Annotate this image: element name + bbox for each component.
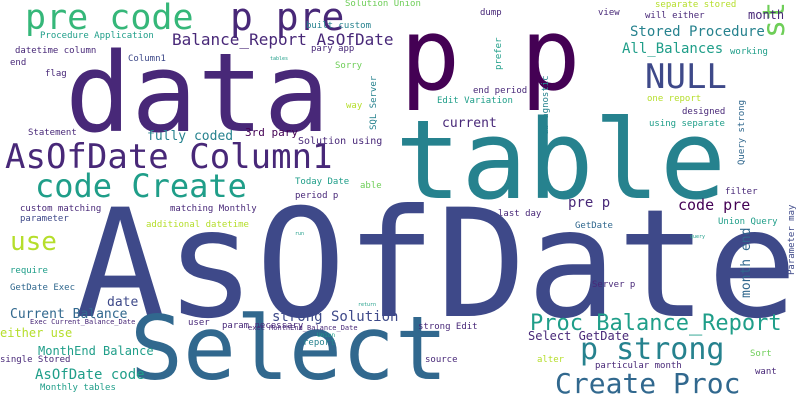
cloud-word-date: date (107, 295, 139, 310)
cloud-word-pre-p: pre p (568, 195, 611, 211)
cloud-word-use: use (10, 227, 57, 257)
cloud-word-asofdate-code: AsOfDate code (35, 367, 145, 383)
cloud-word-require: require (10, 266, 48, 276)
cloud-word-last-day: last day (498, 209, 542, 219)
cloud-word-period-p: period p (295, 191, 339, 201)
cloud-word-table: table (395, 96, 727, 224)
cloud-word-p-strong: p strong (580, 332, 725, 367)
cloud-word-datetime-column: datetime column (15, 46, 97, 56)
cloud-word-p-p: p p (400, 0, 581, 113)
cloud-word-balance-report-asofdate: Balance_Report AsOfDate (172, 30, 394, 49)
cloud-word-built-custom: built custom (306, 21, 372, 31)
cloud-word-will-either: will either (645, 11, 705, 21)
cloud-word-exec-current-balance-date: Exec Current_Balance_Date (30, 318, 136, 326)
cloud-word-single-stored: single Stored (0, 355, 71, 365)
cloud-word-create-proc: Create Proc (555, 367, 741, 400)
cloud-word-sorry: Sorry (335, 61, 363, 71)
cloud-word-fully-coded: fully coded (147, 129, 234, 144)
cloud-word-query: query (690, 234, 706, 240)
cloud-word-tables: tables (270, 56, 289, 62)
cloud-word-flag: flag (45, 69, 67, 79)
cloud-word-param-necessary: param necessary (222, 321, 304, 331)
cloud-word-particular-month: particular month (595, 361, 682, 371)
cloud-word-column1: Column1 (128, 54, 166, 64)
cloud-word-report: report (303, 338, 336, 348)
cloud-word-query-strong: Query strong (737, 100, 747, 166)
cloud-word-proc-balance-report: Proc Balance_Report (530, 311, 782, 336)
cloud-word-monthly-tables: Monthly tables (40, 383, 116, 393)
cloud-word-union-query: Union Query (718, 217, 778, 227)
cloud-word-solution-using: Solution using (298, 136, 383, 147)
cloud-word-getdate-exec: GetDate Exec (10, 283, 76, 293)
cloud-word-parameter: parameter (20, 214, 69, 224)
cloud-word-custom-matching: custom matching (20, 204, 102, 214)
cloud-word-strong-solution: strong Solution (272, 309, 399, 325)
cloud-word-additional-datetime: additional datetime (146, 220, 249, 230)
cloud-word-server-p: Server p (592, 280, 636, 290)
cloud-word-select: Select (130, 297, 448, 400)
cloud-word-stored-procedure: Stored Procedure (630, 24, 765, 40)
cloud-word-want: want (755, 367, 777, 377)
cloud-word-all-balances: All_Balances (622, 41, 724, 57)
cloud-word-alter: alter (537, 355, 565, 365)
cloud-word-run: run (295, 231, 305, 237)
cloud-word-one-report: one report (647, 94, 702, 104)
cloud-word-exec-monthend-balance-date: exec MonthEnd_Balance_Date (248, 324, 358, 332)
cloud-word-strong-edit: strong Edit (418, 322, 478, 332)
cloud-word-union: Union (317, 332, 336, 339)
cloud-word-db-agnostic: db agnostic (541, 75, 551, 136)
cloud-word-designed: designed (682, 107, 726, 117)
cloud-word-current: current (442, 116, 497, 131)
cloud-word-current-balance: Current Balance (10, 307, 128, 322)
cloud-word-end-period: end period (473, 86, 528, 96)
cloud-word-user: user (188, 318, 210, 328)
cloud-word-sort: Sort (750, 349, 772, 359)
cloud-word-asofdate-column1: AsOfDate Column1 (5, 137, 333, 177)
cloud-word-pre-code: pre code (25, 0, 194, 38)
cloud-word-today-date: Today Date (295, 177, 350, 187)
cloud-word-procedure-application: Procedure Application (40, 31, 154, 41)
cloud-word-3rd-pary: 3rd pary (245, 126, 298, 139)
cloud-word-null: NULL (645, 57, 727, 97)
cloud-word-return: return (358, 302, 377, 308)
cloud-word-parameter-may: Parameter may (787, 204, 797, 276)
cloud-word-asofdate: AsOfDate (75, 178, 798, 352)
cloud-word-prefer: prefer (494, 37, 504, 71)
cloud-word-source: source (425, 355, 458, 365)
cloud-word-solution-union: Solution Union (345, 0, 421, 9)
cloud-word-getdate: GetDate (575, 221, 613, 231)
cloud-word-using-separate: using separate (649, 119, 725, 129)
cloud-word-matching-monthly: matching Monthly (170, 204, 257, 214)
cloud-word-p-pre: p pre (230, 0, 345, 39)
cloud-word-working: working (730, 47, 768, 57)
cloud-word-pary-app: pary app (311, 44, 355, 54)
cloud-word-edit-variation: Edit Variation (437, 96, 513, 106)
cloud-word-separate-stored: separate stored (655, 0, 737, 10)
cloud-word-dump: dump (480, 8, 502, 18)
cloud-word-end: end (10, 58, 27, 68)
cloud-word-either-use: either use (0, 326, 73, 340)
cloud-word-month: month (748, 8, 785, 22)
cloud-word-able: able (360, 181, 382, 191)
cloud-word-select-getdate: Select GetDate (528, 329, 630, 343)
cloud-word-sql-server: SQL Server (369, 76, 379, 131)
cloud-word-statement: Statement (28, 128, 77, 138)
cloud-word-monthend-balance: MonthEnd Balance (38, 344, 154, 358)
cloud-word-code-create: code Create (35, 167, 247, 205)
cloud-word-data: data (65, 29, 330, 157)
cloud-word-month-end: month end (739, 227, 754, 298)
cloud-word-way: way (346, 101, 363, 111)
cloud-word-code-pre: code pre (678, 196, 751, 214)
cloud-word-view: view (598, 8, 620, 18)
cloud-word-filter: filter (725, 187, 758, 197)
